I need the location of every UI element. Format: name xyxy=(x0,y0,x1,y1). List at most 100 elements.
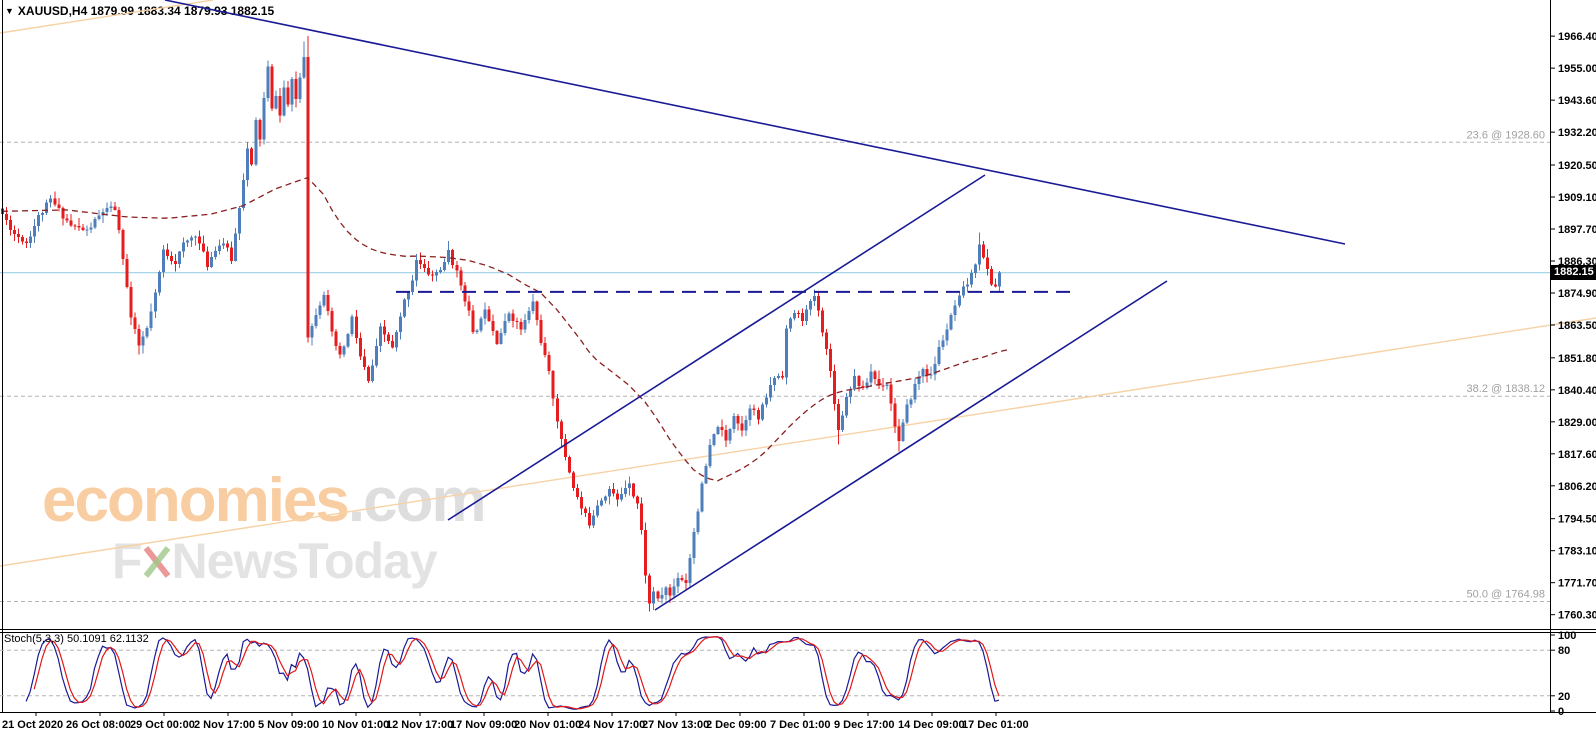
candle-body xyxy=(981,244,985,258)
candle-body xyxy=(467,301,471,311)
price-tick-label: 1932.20 xyxy=(1558,127,1596,139)
candle-body xyxy=(362,356,366,367)
candle-body xyxy=(531,301,535,311)
candle-body xyxy=(254,119,258,165)
candle-body xyxy=(185,240,189,243)
price-tick-label: 1783.10 xyxy=(1558,546,1596,558)
candle-body xyxy=(800,313,804,321)
candle-body xyxy=(587,512,591,526)
time-tick-label: 17 Dec 01:00 xyxy=(962,719,1029,731)
candle-body xyxy=(358,338,362,357)
candle-body xyxy=(455,264,459,271)
candle-body xyxy=(849,389,853,397)
candle-body xyxy=(877,378,881,386)
candle-body xyxy=(161,249,165,273)
candle-body xyxy=(298,77,302,100)
candle-body xyxy=(5,214,9,221)
price-tick-label: 1771.70 xyxy=(1558,578,1596,590)
candle-body xyxy=(129,286,133,318)
candle-body xyxy=(374,346,378,366)
candle-body xyxy=(125,258,129,287)
candle-body xyxy=(137,328,141,346)
candle-body xyxy=(989,269,993,285)
stochastic-panel[interactable]: 100 80 20 0 xyxy=(0,630,1576,718)
candle-body xyxy=(117,209,121,230)
time-tick-label: 9 Dec 17:00 xyxy=(834,719,895,731)
candle-body xyxy=(499,332,503,344)
candle-body xyxy=(728,429,732,441)
candle-body xyxy=(382,326,386,335)
candle-body xyxy=(133,317,137,329)
candle-body xyxy=(720,426,724,431)
candle-body xyxy=(197,236,201,244)
candle-body xyxy=(905,404,909,423)
candle-body xyxy=(519,321,523,330)
candle-body xyxy=(81,227,85,230)
candle-body xyxy=(567,457,571,473)
candle-body xyxy=(644,529,648,576)
candle-body xyxy=(917,376,921,385)
candle-body xyxy=(953,305,957,316)
price-tick-label: 1874.90 xyxy=(1558,288,1596,300)
candle-body xyxy=(370,365,374,382)
candle-body xyxy=(451,250,455,265)
candle-body xyxy=(427,268,431,275)
candle-body xyxy=(177,251,181,264)
symbol-title[interactable]: ▼ XAUUSD,H4 1879.99 1883.34 1879.93 1882.… xyxy=(5,4,274,18)
candle-body xyxy=(776,375,780,378)
candle-body xyxy=(487,309,491,322)
candle-body xyxy=(809,300,813,310)
candle-body xyxy=(85,229,89,231)
stoch-tick-label: 20 xyxy=(1558,691,1570,703)
trendlines[interactable] xyxy=(164,0,1346,611)
candle-body xyxy=(354,316,358,339)
candle-body xyxy=(322,295,326,306)
candle-body xyxy=(636,496,640,504)
candle-body xyxy=(169,256,173,261)
candle-body xyxy=(419,260,423,264)
candle-body xyxy=(961,286,965,296)
price-axis[interactable]: 1966.40 1955.00 1943.60 1932.20 1920.50 1909.… xyxy=(1550,31,1596,622)
candle-body xyxy=(306,56,310,338)
ascending-channel-upper[interactable] xyxy=(447,174,986,521)
candle-body xyxy=(378,326,382,347)
candle-body xyxy=(523,319,527,330)
candle-body xyxy=(346,333,350,347)
candle-body xyxy=(873,371,877,379)
candle-body xyxy=(869,371,873,383)
candle-body xyxy=(997,272,1001,287)
candle-body xyxy=(692,531,696,559)
candle-body xyxy=(25,241,29,243)
candle-body xyxy=(704,466,708,484)
indicator-label: Stoch(5,3,3) 50.1091 62.1132 xyxy=(4,633,149,645)
time-axis[interactable]: 21 Oct 2020 26 Oct 08:00 29 Oct 00:00 2 Nov… xyxy=(2,712,1029,731)
candle-body xyxy=(575,488,579,497)
candle-body xyxy=(833,370,837,405)
candle-body xyxy=(676,577,680,587)
candle-body xyxy=(977,244,981,265)
candle-body xyxy=(435,271,439,276)
ohlc-values: 1879.99 1883.34 1879.93 1882.15 xyxy=(90,4,275,18)
candle-body xyxy=(97,215,101,219)
descending-resistance[interactable] xyxy=(164,0,1346,245)
candle-body xyxy=(965,284,969,287)
candle-body xyxy=(539,319,543,343)
candle-body xyxy=(49,198,53,203)
candle-body xyxy=(535,301,539,320)
candle-body xyxy=(330,311,334,332)
candle-body xyxy=(431,274,435,276)
candle-body xyxy=(270,66,274,109)
fib-level-label: 23.6 @ 1928.60 xyxy=(1467,129,1545,141)
peach-trendlines[interactable] xyxy=(0,0,1596,567)
candle-body xyxy=(507,313,511,322)
ascending-channel-lower[interactable] xyxy=(654,280,1168,611)
time-tick-label: 17 Nov 09:00 xyxy=(450,719,517,731)
candle-body xyxy=(748,408,752,421)
candle-body xyxy=(193,236,197,238)
symbol-dropdown-icon[interactable]: ▼ xyxy=(5,6,14,16)
candle-body xyxy=(744,420,748,431)
fibonacci-retracement[interactable]: 23.6 @ 1928.60 38.2 @ 1838.12 50.0 @ 1764.… xyxy=(0,129,1550,603)
candle-body xyxy=(157,272,161,293)
candle-body xyxy=(338,345,342,355)
